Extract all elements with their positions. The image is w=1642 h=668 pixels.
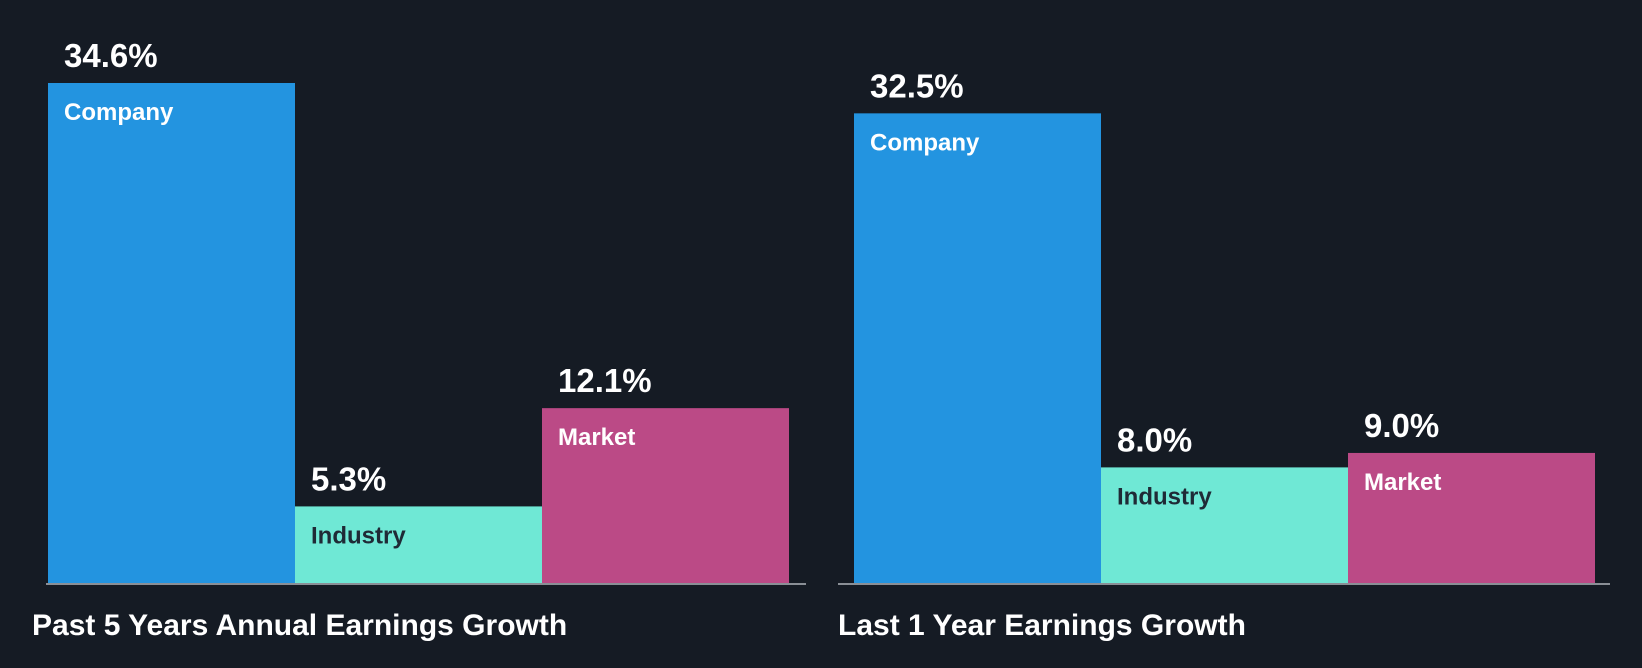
past-5-years-industry-category-label: Industry (311, 522, 406, 549)
past-5-years-company-category-label: Company (64, 99, 174, 126)
last-1-year-market-bar (1348, 452, 1595, 583)
past-5-years-industry-value-label: 5.3% (311, 460, 386, 497)
last-1-year-industry-category-label: Industry (1117, 483, 1212, 510)
last-1-year-market-value-label: 9.0% (1364, 407, 1439, 444)
past-5-years-chart-title: Past 5 Years Annual Earnings Growth (32, 609, 567, 642)
last-1-year-chart: 32.5% Company 8.0% Industry 9.0% Market (838, 67, 1610, 585)
last-1-year-company-value-label: 32.5% (870, 67, 964, 104)
past-5-years-market-value-label: 12.1% (558, 362, 652, 399)
past-5-years-company-bar (48, 83, 295, 583)
last-1-year-industry-bar (1101, 467, 1348, 583)
past-5-years-company-value-label: 34.6% (64, 37, 158, 74)
last-1-year-industry-value-label: 8.0% (1117, 421, 1192, 458)
past-5-years-industry-bar (295, 506, 542, 583)
past-5-years-market-bar (542, 408, 789, 583)
past-5-years-market-category-label: Market (558, 424, 635, 451)
last-1-year-chart-title: Last 1 Year Earnings Growth (838, 609, 1246, 642)
past-5-years-chart: 34.6% Company 5.3% Industry 12.1% Market (46, 37, 806, 585)
last-1-year-company-category-label: Company (870, 129, 980, 156)
last-1-year-company-bar (854, 113, 1101, 584)
last-1-year-market-category-label: Market (1364, 469, 1441, 496)
